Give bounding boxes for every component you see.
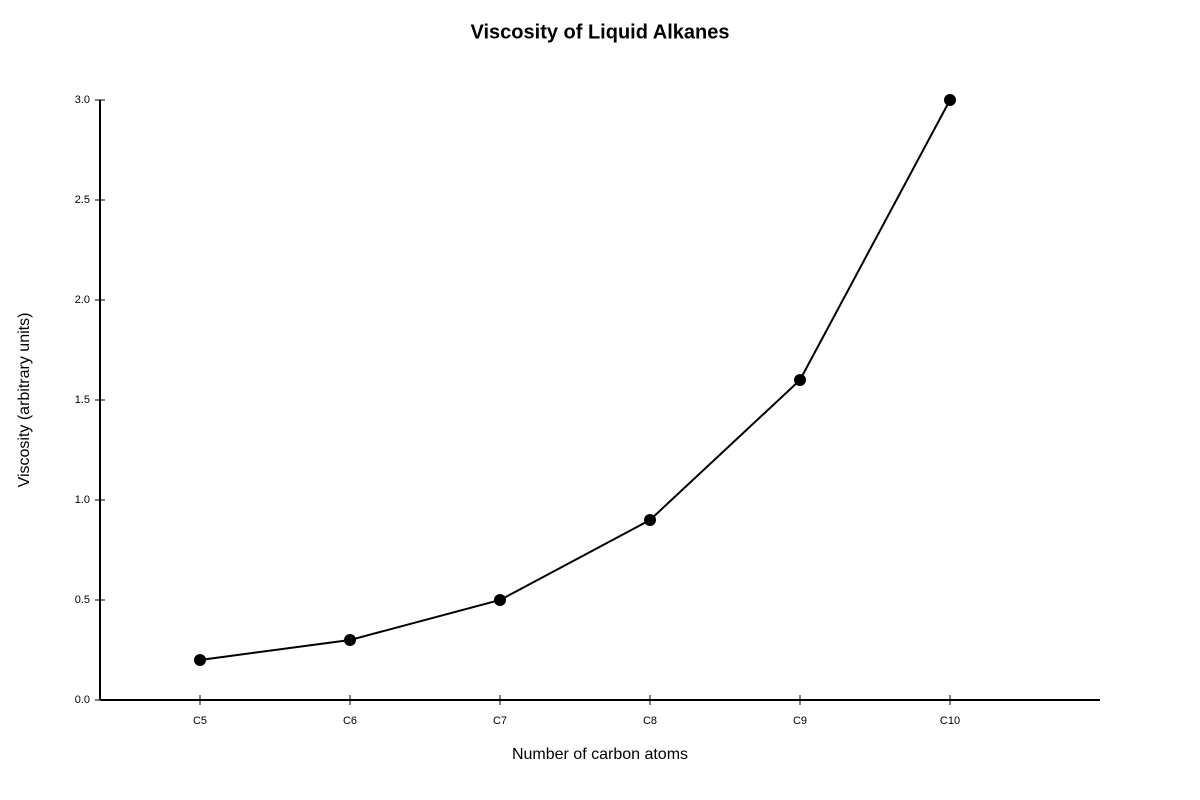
y-tick-label: 2.5: [75, 194, 90, 206]
y-tick-label: 1.0: [75, 494, 90, 506]
marker: [344, 634, 356, 646]
marker: [644, 514, 656, 526]
marker: [494, 594, 506, 606]
y-tick-label: 0.0: [75, 694, 90, 706]
x-tick-label: C5: [193, 715, 207, 727]
y-tick-label: 2.0: [75, 294, 90, 306]
y-tick-label: 0.5: [75, 594, 90, 606]
x-tick-label: C7: [493, 715, 507, 727]
x-tick-label: C9: [793, 715, 807, 727]
x-tick-label: C8: [643, 715, 657, 727]
marker: [794, 374, 806, 386]
chart-title: Viscosity of Liquid Alkanes: [471, 21, 730, 43]
y-axis-label: Viscosity (arbitrary units): [16, 313, 33, 488]
y-tick-label: 1.5: [75, 394, 90, 406]
marker: [944, 94, 956, 106]
x-tick-label: C6: [343, 715, 357, 727]
x-axis-label: Number of carbon atoms: [512, 746, 688, 763]
y-tick-label: 3.0: [75, 94, 90, 106]
line: [199, 99, 951, 661]
x-tick-label: C10: [940, 715, 960, 727]
marker: [194, 654, 206, 666]
